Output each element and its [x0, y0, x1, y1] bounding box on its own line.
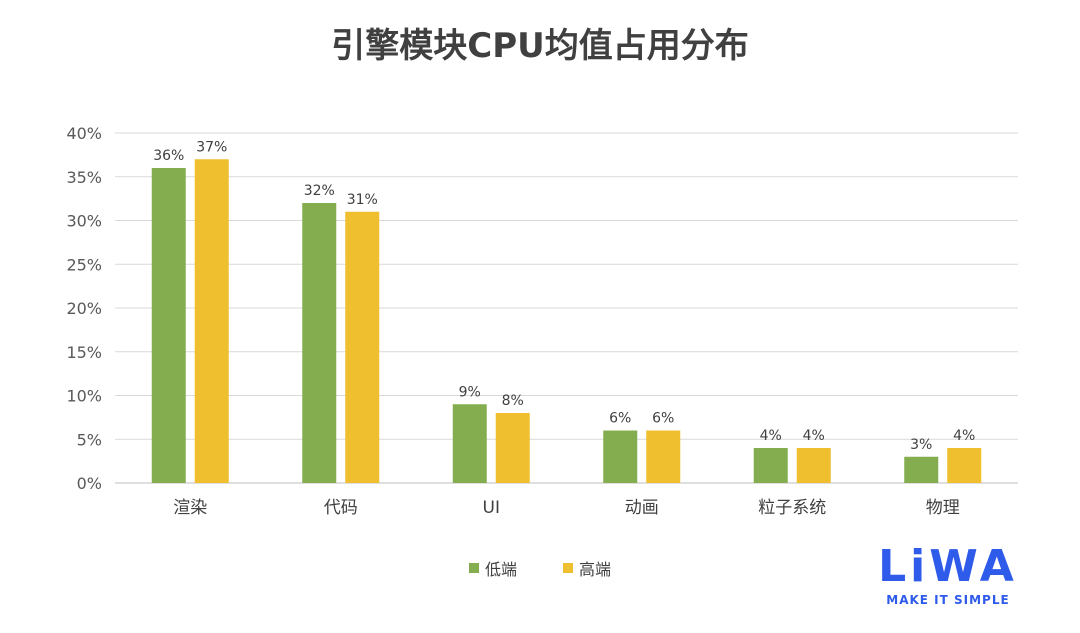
bar-high [796, 448, 831, 483]
liwa-logo: LiWA MAKE IT SIMPLE [862, 545, 1034, 611]
legend-swatch-low [468, 563, 479, 573]
legend: 低端 高端 [0, 556, 1080, 580]
y-tick-label: 30% [66, 212, 102, 231]
y-tick-label: 5% [77, 430, 102, 449]
data-label: 4% [760, 428, 782, 444]
legend-label-low: 低端 [484, 560, 517, 579]
legend-label-high: 高端 [579, 560, 612, 579]
y-tick-label: 10% [66, 387, 102, 406]
data-label: 37% [196, 139, 227, 155]
bar-high [646, 430, 681, 483]
y-tick-label: 40% [66, 124, 102, 143]
x-category-label: 动画 [625, 498, 659, 518]
x-category-label: 代码 [324, 498, 358, 518]
bar-low [753, 448, 788, 483]
data-label: 3% [910, 437, 932, 453]
data-label: 6% [652, 411, 674, 427]
data-label: 31% [347, 192, 378, 208]
logo-tagline: MAKE IT SIMPLE [886, 593, 1010, 607]
bar-low [603, 430, 638, 483]
legend-item-low: 低端 [468, 556, 517, 580]
y-tick-label: 35% [66, 168, 102, 187]
legend-swatch-high [563, 563, 573, 573]
bar-high [947, 448, 982, 483]
bar-high [495, 413, 530, 483]
y-tick-label: 25% [66, 255, 102, 274]
y-tick-label: 15% [66, 343, 102, 362]
data-label: 8% [502, 393, 524, 409]
x-category-label: 粒子系统 [758, 498, 826, 518]
bar-low [151, 168, 186, 483]
bar-high [345, 211, 380, 483]
data-label: 9% [459, 384, 481, 400]
data-label: 4% [803, 428, 825, 444]
data-label: 6% [609, 411, 631, 427]
y-tick-label: 20% [66, 299, 102, 318]
bar-low [452, 404, 487, 483]
chart-title: 引擎模块CPU均值占用分布 [331, 26, 749, 66]
bar-low [302, 203, 337, 483]
x-category-label: 物理 [926, 498, 960, 518]
x-category-label: 渲染 [173, 498, 207, 518]
y-tick-label: 0% [77, 474, 102, 493]
bar-low [904, 456, 939, 483]
x-category-label: UI [483, 498, 500, 518]
legend-item-high: 高端 [563, 556, 611, 580]
data-label: 32% [304, 183, 335, 199]
data-label: 36% [153, 148, 184, 164]
logo-wordmark: LiWA [878, 541, 1018, 592]
data-label: 4% [953, 428, 975, 444]
bar-high [194, 159, 229, 483]
